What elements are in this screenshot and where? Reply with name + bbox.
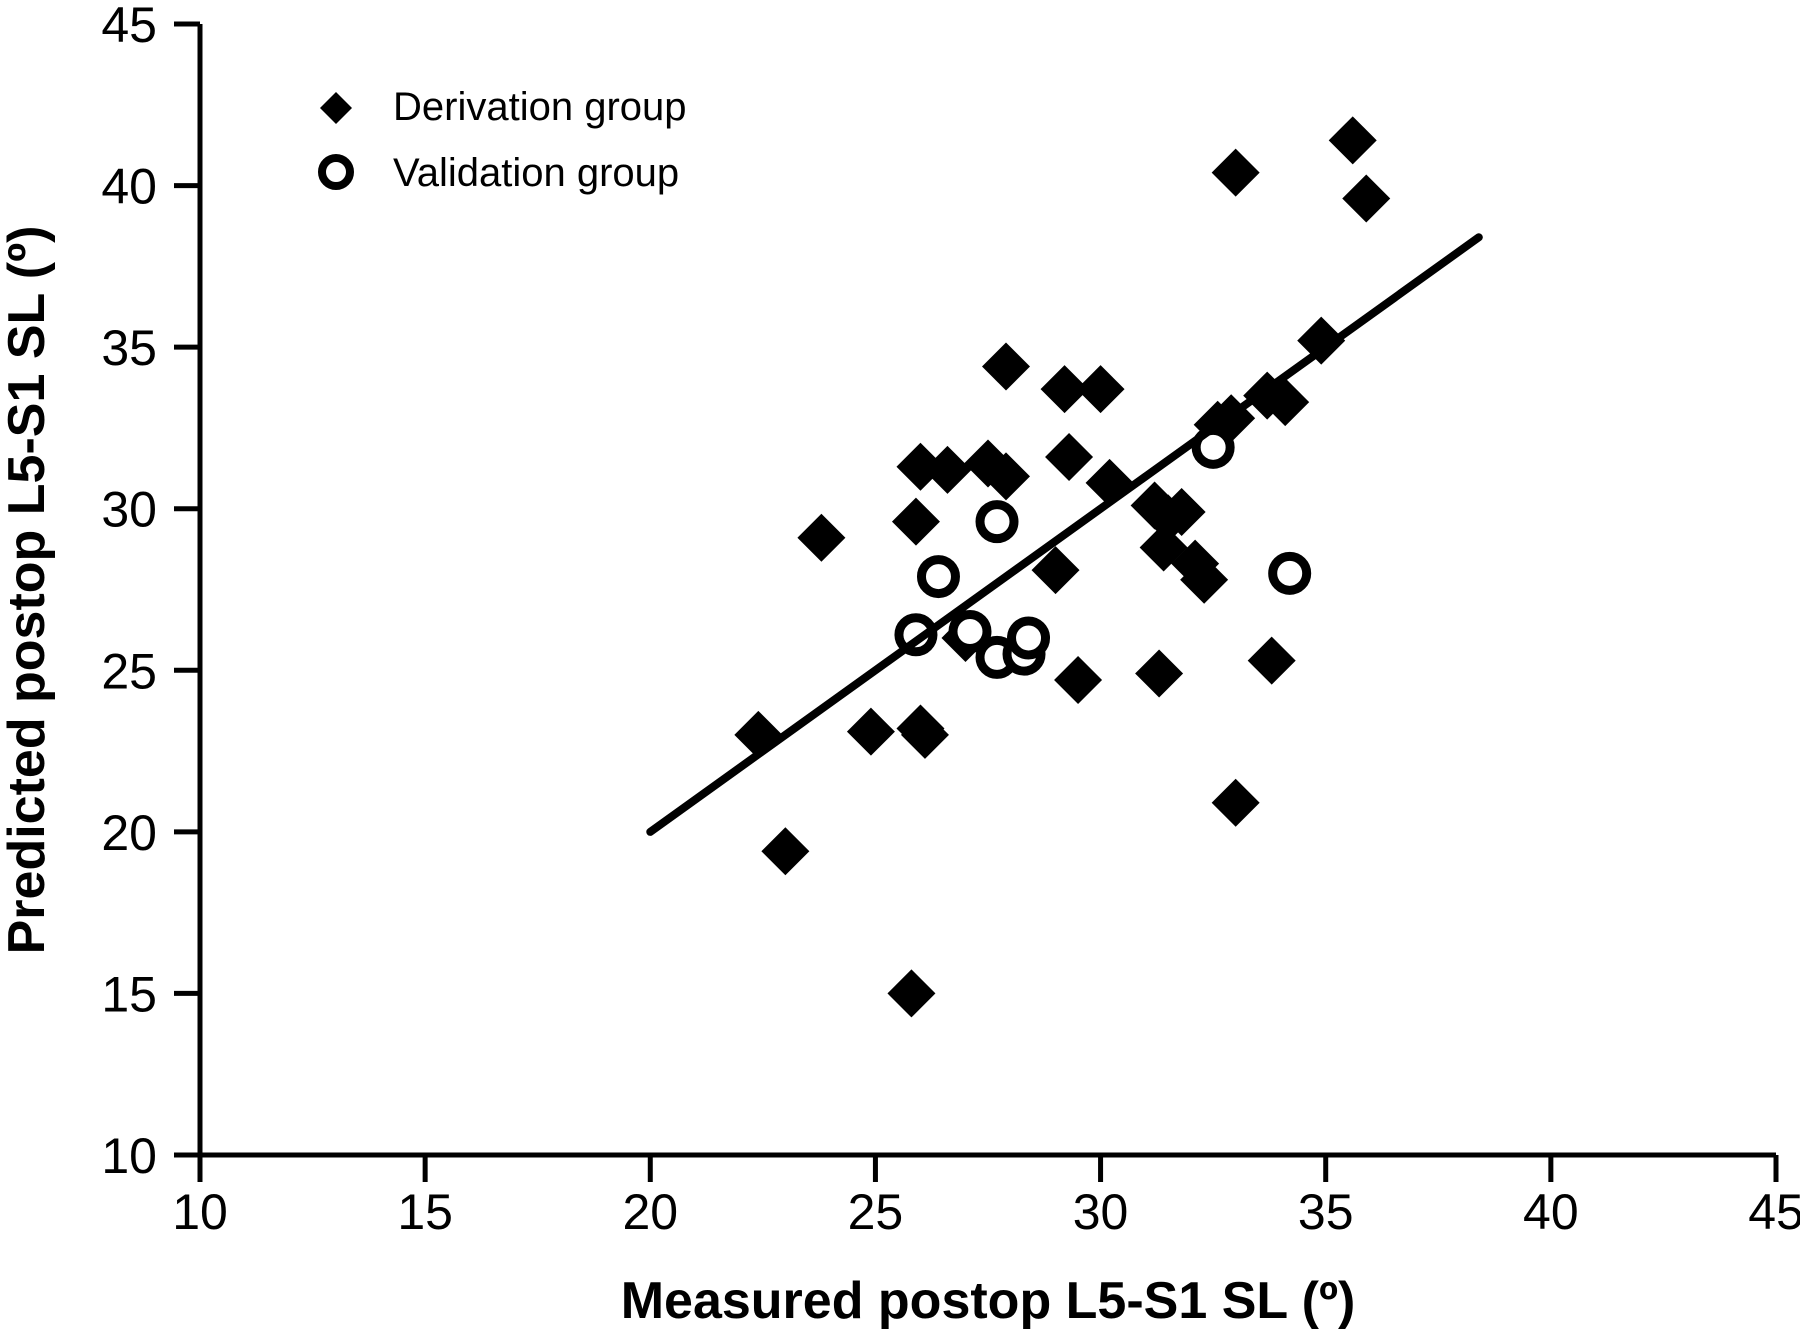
legend-label-validation: Validation group <box>393 151 679 195</box>
derivation-point <box>1031 546 1080 595</box>
x-tick-label: 25 <box>848 1184 904 1240</box>
y-tick-label: 30 <box>101 482 157 538</box>
derivation-point <box>1211 778 1260 827</box>
legend: Derivation group Validation group <box>318 85 687 195</box>
x-axis-title: Measured postop L5-S1 SL (º) <box>621 1272 1356 1330</box>
derivation-point <box>1076 365 1125 414</box>
x-tick-label: 45 <box>1748 1184 1800 1240</box>
validation-point <box>1268 551 1312 595</box>
derivation-point <box>1211 148 1260 197</box>
y-tick-label: 10 <box>101 1128 157 1184</box>
derivation-point <box>846 707 895 756</box>
y-axis-title: Predicted postop L5-S1 SL (º) <box>0 226 56 955</box>
derivation-point <box>1135 649 1184 698</box>
derivation-point <box>887 969 936 1018</box>
x-tick-label: 15 <box>397 1184 453 1240</box>
y-tick-label: 15 <box>101 966 157 1022</box>
x-tick-label: 10 <box>172 1184 228 1240</box>
x-ticks: 10 15 20 25 30 35 40 45 <box>172 1155 1800 1240</box>
legend-label-derivation: Derivation group <box>393 85 687 129</box>
derivation-point <box>761 827 810 876</box>
derivation-point <box>1297 316 1346 365</box>
regression-line <box>646 233 1483 836</box>
x-tick-label: 40 <box>1523 1184 1579 1240</box>
y-ticks: 10 15 20 25 30 35 40 45 <box>101 0 200 1184</box>
derivation-point <box>982 342 1031 391</box>
validation-point <box>1007 616 1051 660</box>
y-tick-label: 45 <box>101 0 157 53</box>
regression-line-layer <box>646 233 1483 836</box>
x-tick-label: 30 <box>1073 1184 1129 1240</box>
derivation-point <box>923 445 972 494</box>
derivation-point <box>1261 378 1310 427</box>
derivation-point <box>1328 116 1377 165</box>
y-tick-label: 20 <box>101 805 157 861</box>
y-tick-label: 25 <box>101 643 157 699</box>
validation-point <box>948 610 992 654</box>
legend-open-circle-icon <box>318 154 354 190</box>
validation-point <box>975 500 1019 544</box>
x-tick-label: 20 <box>622 1184 678 1240</box>
derivation-point <box>900 710 949 759</box>
validation-point <box>916 555 960 599</box>
y-tick-label: 35 <box>101 320 157 376</box>
derivation-point <box>982 452 1031 501</box>
x-tick-label: 35 <box>1298 1184 1354 1240</box>
derivation-point <box>1040 365 1089 414</box>
derivation-point <box>1157 487 1206 536</box>
y-tick-label: 40 <box>101 159 157 215</box>
derivation-point <box>891 497 940 546</box>
derivation-point <box>1054 655 1103 704</box>
derivation-point <box>1180 555 1229 604</box>
points-layer <box>734 116 1391 1018</box>
derivation-point <box>1045 433 1094 482</box>
legend-diamond-icon <box>320 92 352 124</box>
derivation-point <box>1342 174 1391 223</box>
derivation-point <box>1247 636 1296 685</box>
derivation-point <box>797 513 846 562</box>
